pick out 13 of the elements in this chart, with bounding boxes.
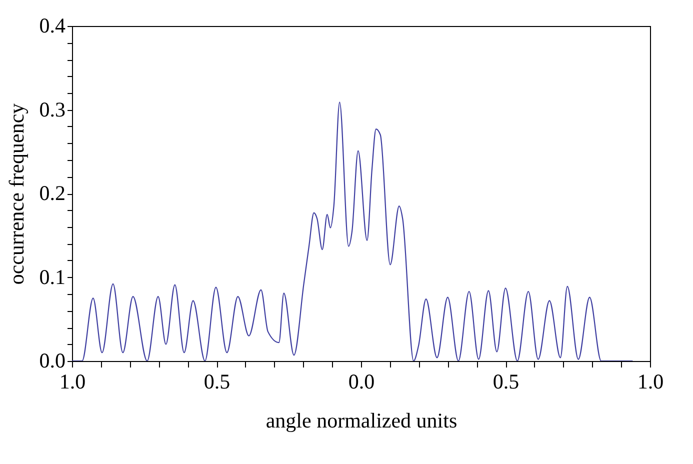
x-tick-label: 0.5 xyxy=(204,370,230,394)
x-tick-label: 0.0 xyxy=(348,370,375,394)
x-tick-label: 0.5 xyxy=(492,370,520,394)
y-tick-label: 0.0 xyxy=(39,348,66,372)
y-tick-label: 0.2 xyxy=(39,181,66,205)
line-series xyxy=(72,102,634,361)
y-tick-label: 0.3 xyxy=(39,97,66,122)
x-tick-label: 1.0 xyxy=(637,370,664,394)
x-tick-label: 1.0 xyxy=(59,370,86,394)
y-axis-title: occurrence frequency xyxy=(4,102,28,285)
x-axis-title: angle normalized units xyxy=(266,408,458,432)
y-tick-label: 0.1 xyxy=(39,264,66,289)
y-tick-label: 0.4 xyxy=(39,14,66,38)
